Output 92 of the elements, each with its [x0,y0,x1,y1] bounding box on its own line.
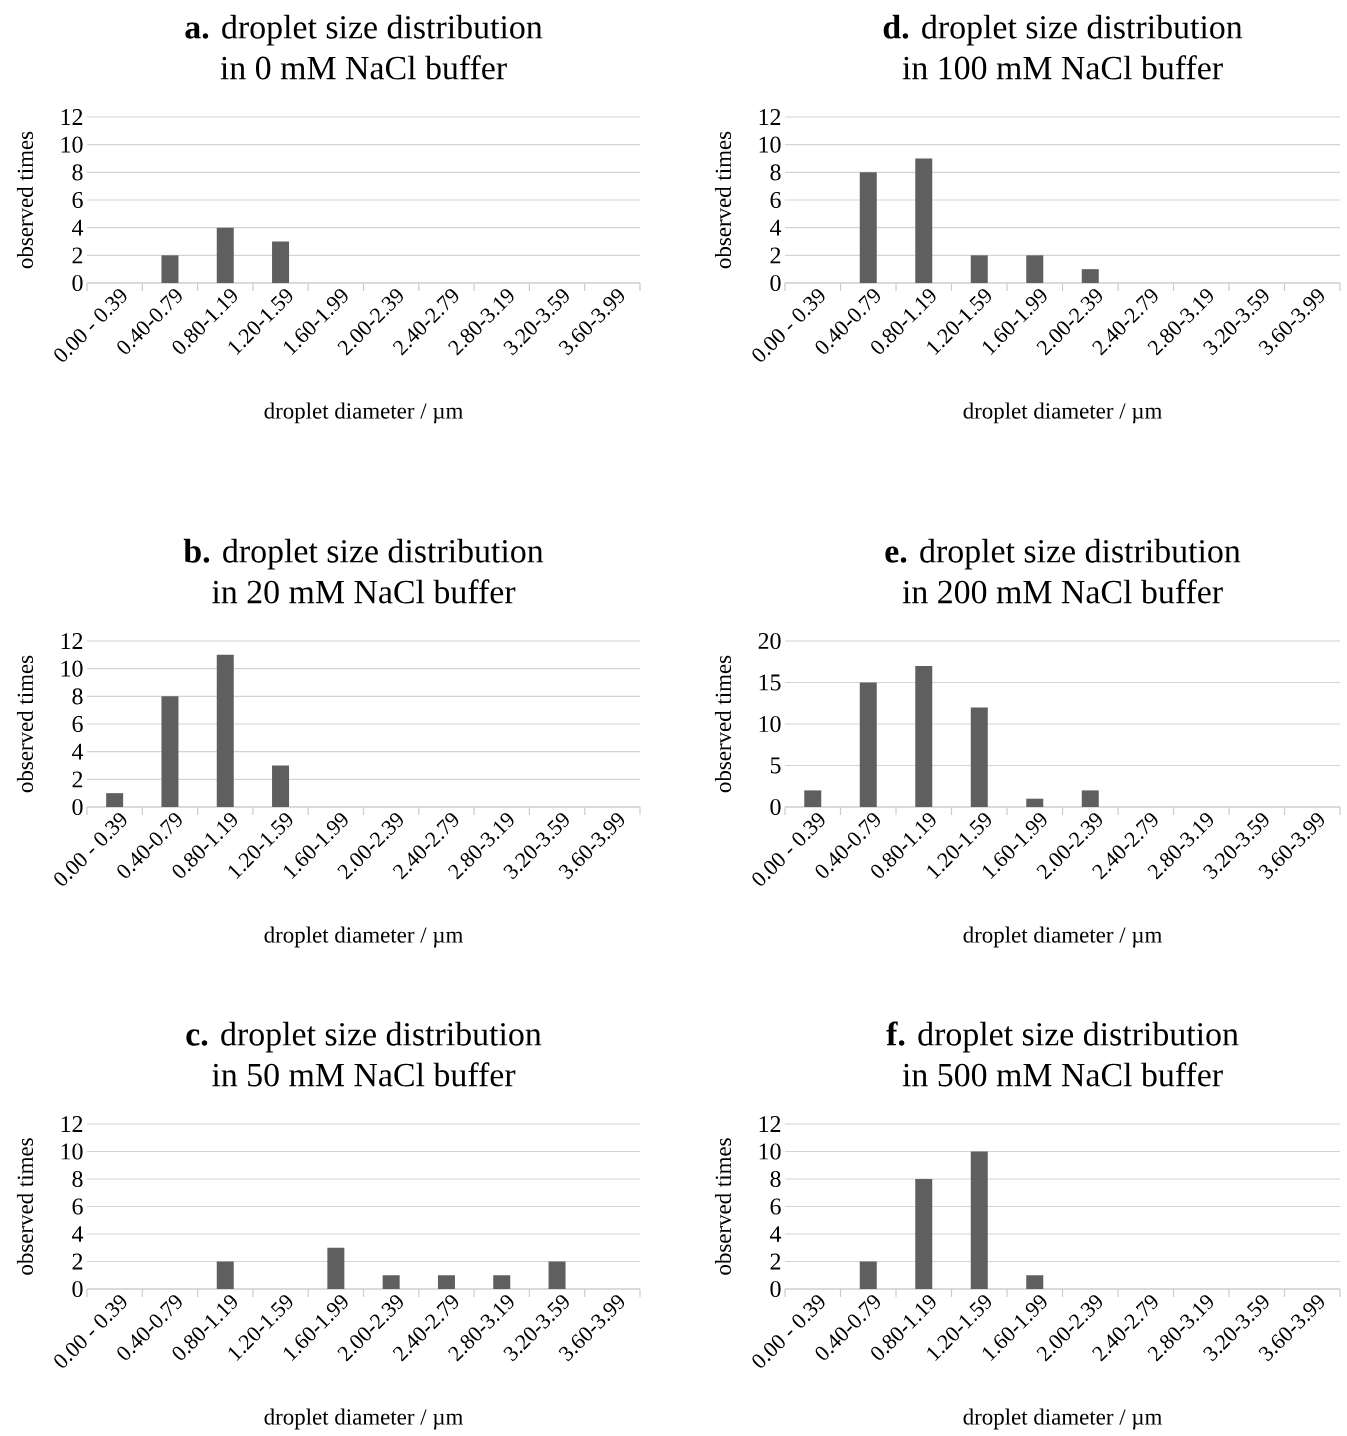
y-tick-label: 15 [759,674,781,691]
chart-subtitle: in 100 mM NaCl buffer [902,55,1223,80]
bar [382,1275,400,1289]
y-tick-label: 10 [61,1143,83,1160]
y-tick-label: 20 [758,632,781,650]
bar [216,1261,234,1289]
y-tick-label: 4 [770,219,782,236]
y-tick-label: 6 [72,1198,83,1215]
y-tick-label: 10 [759,715,781,733]
y-axis-title: observed times [714,1138,732,1275]
y-tick-label: 2 [770,247,781,264]
y-tick-label: 8 [770,164,781,181]
bar [1081,269,1099,283]
y-tick-label: 0 [770,274,781,292]
y-tick-label: 0 [72,274,83,292]
y-tick-label: 0 [72,1280,83,1298]
chart-title: e. droplet size distribution [885,538,1241,570]
chart-title: b. droplet size distribution [183,538,544,570]
y-tick-label: 10 [61,136,83,153]
y-tick-label: 6 [770,1198,781,1215]
bar [970,707,988,807]
y-tick-label: 2 [72,247,83,264]
bar [1026,255,1044,283]
bar [437,1275,455,1289]
y-axis-title: observed times [16,1138,34,1275]
bar [804,790,822,807]
y-tick-label: 0 [770,1280,781,1298]
y-tick-label: 12 [61,1116,83,1132]
chart-subtitle: in 20 mM NaCl buffer [212,579,516,604]
chart-title: a. droplet size distribution [185,14,543,46]
chart-subtitle: in 0 mM NaCl buffer [220,55,507,80]
bar [859,172,877,283]
x-axis-title: droplet diameter / µm [264,402,463,424]
bar [216,654,234,807]
x-axis-title: droplet diameter / µm [963,926,1162,948]
y-tick-label: 12 [61,109,83,125]
y-tick-label: 8 [72,1170,83,1188]
y-tick-label: 10 [61,660,83,677]
y-axis-title: observed times [714,655,732,793]
y-tick-label: 6 [72,715,83,733]
y-tick-label: 8 [770,1170,781,1188]
y-axis-title: observed times [16,655,34,793]
y-tick-label: 2 [72,771,83,788]
y-tick-label: 2 [770,1253,781,1270]
chart-subtitle: in 500 mM NaCl buffer [902,1062,1223,1087]
y-tick-label: 10 [759,1143,781,1160]
x-axis-title: droplet diameter / µm [264,926,463,948]
y-tick-label: 6 [770,191,781,209]
y-tick-label: 0 [72,798,83,816]
y-tick-label: 6 [72,191,83,209]
bar [272,241,290,283]
y-axis-title: observed times [714,131,732,269]
bar [272,765,290,807]
bar [915,158,933,283]
bar [1081,790,1099,807]
bar [161,255,179,283]
x-axis-title: droplet diameter / µm [264,1408,463,1430]
chart-subtitle: in 200 mM NaCl buffer [902,579,1223,604]
bar [915,1179,933,1289]
bar [970,1151,988,1289]
chart-subtitle: in 50 mM NaCl buffer [212,1062,516,1087]
y-axis-title: observed times [16,131,34,269]
y-tick-label: 4 [770,1226,782,1242]
bar [216,227,234,283]
y-tick-label: 4 [71,219,84,236]
x-axis-title: droplet diameter / µm [963,402,1162,424]
bar [161,696,179,807]
y-tick-label: 4 [71,743,84,760]
y-tick-label: 8 [72,164,83,181]
y-tick-label: 2 [72,1253,83,1270]
y-tick-label: 12 [61,633,83,649]
y-tick-label: 8 [72,688,83,705]
bar [493,1275,511,1289]
chart-title: c. droplet size distribution [186,1021,542,1053]
y-tick-label: 4 [71,1226,84,1242]
x-axis-title: droplet diameter / µm [963,1408,1162,1430]
chart-title: f. droplet size distribution [886,1021,1239,1053]
y-tick-label: 5 [770,757,781,774]
bar [1026,1275,1044,1289]
bar [859,1261,877,1289]
y-tick-label: 10 [759,136,781,153]
y-tick-label: 12 [759,1116,781,1132]
y-tick-label: 0 [770,798,781,816]
bar [548,1261,566,1289]
bar [106,793,124,807]
bar [970,255,988,283]
chart-title: d. droplet size distribution [883,14,1243,46]
bar [1026,798,1044,807]
y-tick-label: 12 [759,109,781,125]
bar [859,682,877,807]
bar [915,665,933,807]
bar [327,1247,345,1289]
